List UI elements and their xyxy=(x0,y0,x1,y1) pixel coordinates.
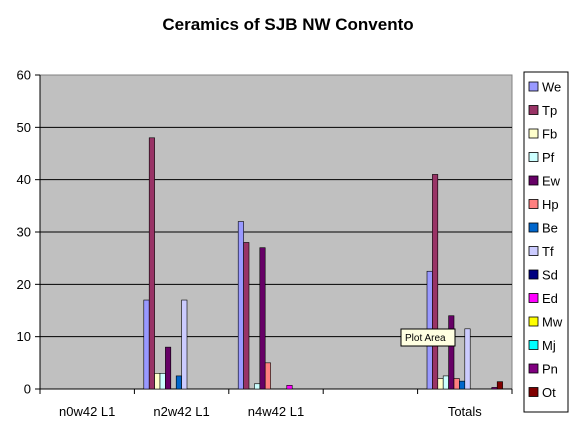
legend-swatch-pf xyxy=(528,152,539,162)
bar-ew-4[interactable] xyxy=(448,315,455,390)
legend-swatch-ed xyxy=(528,293,539,303)
legend-swatch-mw xyxy=(528,316,539,327)
y-tick-label: 10 xyxy=(17,329,31,344)
x-tick-label: n0w42 L1 xyxy=(59,404,115,419)
legend-label-be: Be xyxy=(542,221,558,236)
y-tick-label: 50 xyxy=(17,120,31,135)
legend-label-pf: Pf xyxy=(542,150,555,165)
legend-label-fb: Fb xyxy=(542,127,557,142)
y-tick-label: 0 xyxy=(24,382,31,397)
legend-swatch-ot xyxy=(528,387,539,397)
bar-hp-2[interactable] xyxy=(264,362,271,390)
x-tick-label: Totals xyxy=(448,404,482,419)
bar-hp-4[interactable] xyxy=(453,378,460,390)
bar-tf-4[interactable] xyxy=(464,328,471,390)
plot-area-tooltip: Plot Area xyxy=(400,328,456,347)
x-tick-label: n2w42 L1 xyxy=(153,404,209,419)
plot-area[interactable]: 0 10 20 30 40 50 60 n0w42 L1 n2w42 L1 n4w42 L1 Tot… xyxy=(17,68,513,420)
legend-label-pn: Pn xyxy=(542,362,558,377)
legend-label-we: We xyxy=(542,80,561,95)
tooltip-label: Plot Area xyxy=(405,333,446,344)
legend-swatch-mj xyxy=(528,340,539,350)
legend-swatch-sd xyxy=(528,269,539,280)
bar-be-4[interactable] xyxy=(459,380,466,390)
bar-we-2[interactable] xyxy=(237,221,244,390)
legend-swatch-fb xyxy=(528,128,539,139)
bar-we-1[interactable] xyxy=(143,299,150,390)
legend-label-ed: Ed xyxy=(542,291,558,306)
legend-swatch-tp xyxy=(528,105,539,115)
bar-tp-4[interactable] xyxy=(432,174,439,390)
legend-label-sd: Sd xyxy=(542,268,558,283)
legend-label-ot: Ot xyxy=(542,385,556,400)
legend: We Tp Fb Pf Ew Hp Be Tf Sd Ed Mw Mj Pn Ot xyxy=(523,71,569,413)
bar-pf-2[interactable] xyxy=(254,383,261,390)
legend-swatch-hp xyxy=(528,199,539,209)
bar-tf-1[interactable] xyxy=(181,299,188,390)
bar-fb-1[interactable] xyxy=(154,372,161,390)
y-tick-label: 30 xyxy=(17,225,31,240)
bar-ew-1[interactable] xyxy=(165,346,172,390)
legend-label-tp: Tp xyxy=(542,103,557,118)
bar-pf-4[interactable] xyxy=(442,375,449,390)
bar-pn-4[interactable] xyxy=(491,387,498,390)
bar-fb-4[interactable] xyxy=(437,378,444,390)
tooltip-box xyxy=(400,328,456,347)
legend-label-tf: Tf xyxy=(542,244,554,259)
legend-label-ew: Ew xyxy=(542,174,561,189)
x-tick-label: n4w42 L1 xyxy=(248,404,304,419)
y-tick-label: 60 xyxy=(17,68,31,83)
legend-swatch-we xyxy=(528,81,539,92)
chart-title: Ceramics of SJB NW Convento xyxy=(162,15,413,34)
legend-label-mj: Mj xyxy=(542,338,556,353)
bar-ew-2[interactable] xyxy=(259,247,266,390)
bar-pf-1[interactable] xyxy=(159,372,166,390)
bar-tp-2[interactable] xyxy=(243,242,250,390)
legend-label-hp: Hp xyxy=(542,197,559,212)
legend-swatch-be xyxy=(528,222,539,233)
bar-be-1[interactable] xyxy=(175,375,182,390)
y-tick-label: 20 xyxy=(17,277,31,292)
bar-tp-1[interactable] xyxy=(148,137,155,390)
bar-ed-2[interactable] xyxy=(286,385,293,390)
legend-label-mw: Mw xyxy=(542,315,563,330)
legend-swatch-pn xyxy=(528,363,539,374)
legend-swatch-ew xyxy=(528,175,539,186)
y-tick-label: 40 xyxy=(17,172,31,187)
bar-ot-4[interactable] xyxy=(496,381,503,390)
legend-swatch-tf xyxy=(528,246,539,256)
